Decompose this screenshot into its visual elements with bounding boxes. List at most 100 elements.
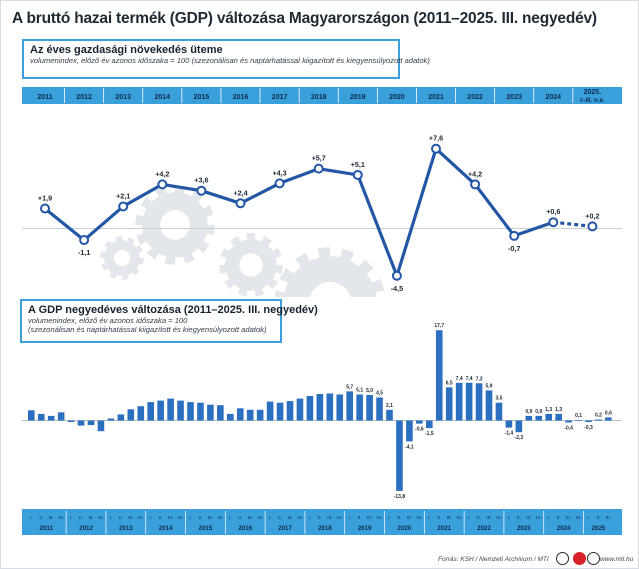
quarter-bar: [465, 382, 473, 421]
quarter-label: IV.: [496, 515, 501, 520]
quarter-label: II.: [597, 515, 601, 520]
year-label: 2011: [37, 94, 52, 101]
site-url: www.mti.hu: [600, 556, 634, 563]
quarter-label: III.: [486, 515, 491, 520]
year-label: 2023: [506, 94, 522, 101]
quarter-bar: [37, 413, 45, 421]
quarter-label: III.: [88, 515, 93, 520]
year-label: 2020: [398, 525, 412, 532]
data-point: [196, 185, 207, 196]
bar-value-label: -0,3: [584, 425, 593, 431]
quarter-label: IV.: [218, 515, 223, 520]
quarter-label: II.: [557, 515, 561, 520]
quarter-label: III.: [447, 515, 452, 520]
data-label: +5,1: [351, 160, 365, 169]
quarter-bar: [396, 420, 403, 491]
quarter-bar: [426, 420, 433, 429]
quarterly-subtitle-box: A GDP negyedéves változása (2011–2025. I…: [20, 299, 318, 343]
year-label: 2018: [311, 94, 327, 101]
quarter-bar: [227, 413, 234, 421]
quarter-bar: [157, 400, 164, 421]
data-label: +0,2: [585, 211, 599, 220]
quarter-label: IV.: [377, 515, 382, 520]
quarter-bar: [57, 412, 65, 421]
data-point: [548, 217, 559, 228]
quarter-label: III.: [287, 515, 292, 520]
quarter-label: III.: [49, 515, 54, 520]
year-label: 2015: [194, 94, 210, 101]
data-point: [352, 169, 363, 180]
quarter-label: IV.: [536, 515, 541, 520]
data-label: +1,9: [38, 194, 52, 203]
gear-hole: [239, 253, 263, 277]
quarter-bar: [28, 410, 35, 421]
year-label: 2016: [233, 94, 249, 101]
quarter-label: III.: [526, 515, 531, 520]
quarter-bar: [306, 396, 314, 421]
quarter-label: I.: [269, 515, 272, 520]
bar-value-label: 5,1: [356, 388, 363, 394]
year-label: 2012: [76, 94, 92, 101]
data-point: [509, 230, 520, 241]
quarter-bar: [495, 402, 503, 421]
year-sublabel: I–III. n.é.: [580, 97, 605, 104]
quarter-label: I.: [229, 515, 232, 520]
data-point: [274, 178, 285, 189]
quarter-bar: [485, 390, 493, 421]
annual-growth-panel: 2011 2012 2013 2014 2015 2016 2017 2018 2019 2020…: [22, 35, 622, 359]
quarter-bar: [595, 419, 602, 421]
growth-line: [43, 147, 593, 278]
quarter-label: III.: [248, 515, 253, 520]
quarter-bar: [67, 420, 75, 422]
quarter-bar: [286, 401, 294, 421]
bar-value-label: -13,8: [394, 494, 406, 500]
quarter-label: II.: [437, 515, 441, 520]
quarter-bar: [366, 395, 373, 421]
year-label: 2021: [428, 94, 444, 101]
year-label: 2017: [272, 94, 288, 101]
data-label: +2,4: [233, 188, 247, 197]
data-point: [157, 179, 168, 190]
quarter-bar: [127, 409, 135, 421]
bar-value-label: 1,3: [545, 407, 552, 413]
quarter-bar: [416, 420, 423, 424]
bar-value-label: 7,4: [456, 376, 463, 382]
quarter-label: I.: [110, 515, 113, 520]
bar-value-label: -4,1: [405, 444, 414, 450]
quarter-label: I.: [30, 515, 33, 520]
series-line: [43, 147, 554, 278]
year-label: 2013: [119, 525, 133, 532]
year-label: 2019: [358, 525, 372, 532]
year-label: 2021: [437, 525, 451, 532]
quarter-bar: [316, 394, 324, 421]
quarter-bar: [107, 418, 115, 421]
data-label: +5,7: [312, 154, 326, 163]
year-label: 2012: [79, 525, 93, 532]
quarter-bar: [77, 420, 85, 426]
bar-value-label: -1,5: [425, 431, 434, 437]
year-axis-labels: 2011 2012 2013 2014 2015 2016 2017 2018 2019 2020…: [37, 88, 605, 104]
quarter-bar: [266, 401, 274, 421]
quarter-label: II.: [477, 515, 481, 520]
quarter-label: IV.: [178, 515, 183, 520]
quarter-label: I.: [70, 515, 73, 520]
quarter-label: IV.: [138, 515, 143, 520]
year-label: 2025: [592, 525, 606, 532]
quarter-label: I.: [547, 515, 550, 520]
quarter-label: II.: [79, 515, 83, 520]
quarter-bar: [475, 383, 483, 421]
bar-value-label: 7,4: [466, 376, 473, 382]
quarter-bar: [137, 406, 145, 421]
annual-chart-subtitle: volumenindex, előző év azonos időszaka =…: [30, 56, 430, 65]
quarter-bar: [217, 405, 224, 421]
data-label: +0,6: [546, 207, 560, 216]
quarter-bar: [256, 409, 264, 421]
nemzeti-logo-icon: [587, 552, 600, 565]
data-point: [313, 163, 324, 174]
quarter-bar: [276, 402, 284, 421]
bar-value-label: 17,7: [434, 323, 444, 329]
data-label: +4,3: [272, 168, 286, 177]
source-credit: Forrás: KSH / Nemzeti Archívum / MTI: [438, 556, 549, 563]
archive-logo-icon: [573, 552, 586, 565]
quarter-bar: [515, 420, 523, 433]
